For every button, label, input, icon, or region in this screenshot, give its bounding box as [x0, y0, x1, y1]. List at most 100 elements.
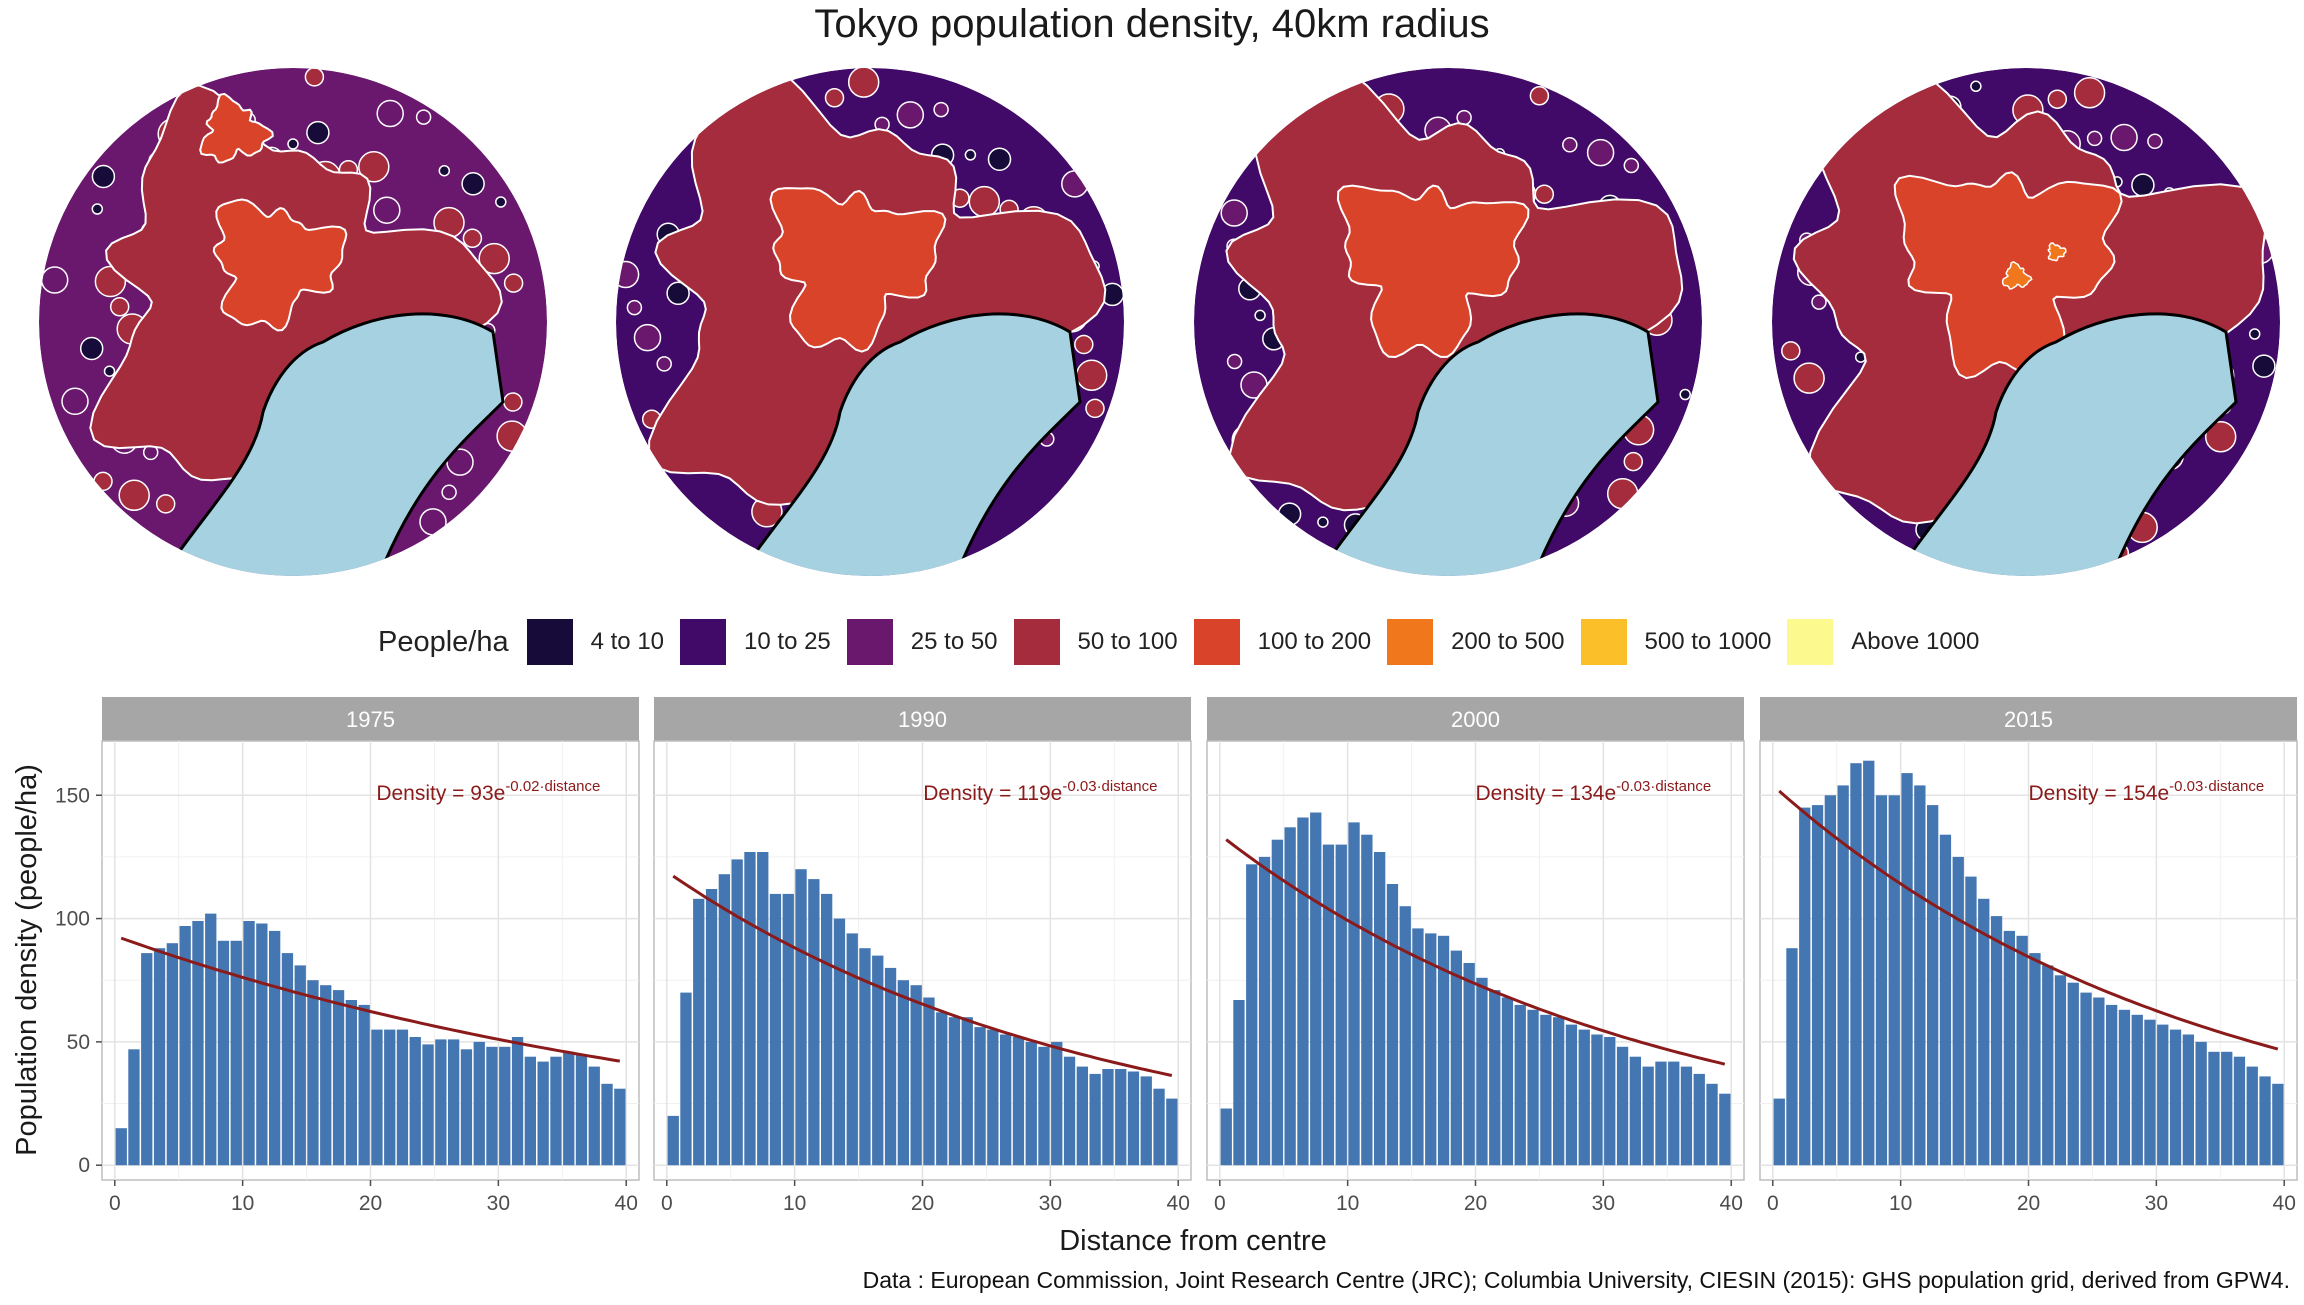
bar — [1374, 852, 1386, 1166]
fit-annotation: Density = 93e-0.02·distance — [376, 778, 600, 805]
map-cell — [824, 88, 845, 108]
legend-item: 25 to 50 — [846, 619, 998, 665]
bar — [2144, 1019, 2156, 1166]
bar — [1246, 864, 1258, 1166]
facet-strip-label: 1990 — [898, 707, 947, 732]
density-map-2015 — [1772, 68, 2280, 576]
bar — [166, 943, 178, 1166]
map-cell — [79, 336, 104, 361]
bar — [1850, 763, 1862, 1166]
bar — [1565, 1024, 1578, 1166]
map-cell — [1085, 398, 1105, 419]
bar — [1038, 1046, 1050, 1166]
bar — [667, 1115, 679, 1166]
bar — [2118, 1009, 2131, 1166]
bar — [2169, 1029, 2182, 1166]
bar — [448, 1039, 460, 1166]
bar — [1875, 795, 1888, 1166]
map-cell — [2147, 133, 2163, 150]
bar — [1386, 884, 1399, 1166]
fit-line — [1225, 838, 1726, 1066]
bar — [718, 874, 730, 1166]
bar — [205, 913, 217, 1166]
bar — [1284, 827, 1296, 1166]
bar — [1888, 795, 1900, 1166]
bar — [769, 893, 782, 1166]
bar — [1076, 1066, 1088, 1166]
bar — [1939, 834, 1952, 1166]
bar — [1012, 1037, 1025, 1166]
legend-item: 200 to 500 — [1387, 619, 1565, 665]
bar — [1927, 805, 1939, 1166]
legend-swatch — [1387, 619, 1434, 665]
legend-items: 4 to 10 10 to 25 25 to 50 50 to 100 100 to 2… — [526, 619, 1996, 665]
bar — [1063, 1056, 1076, 1166]
bar — [974, 1027, 986, 1166]
fit-annotation: Density = 134e-0.03·distance — [1475, 778, 1711, 805]
x-tick-label: 10 — [783, 1192, 806, 1215]
bar — [1425, 933, 1437, 1166]
map-cell — [987, 147, 1012, 171]
legend-swatch — [1193, 619, 1240, 665]
map-cell — [847, 68, 880, 98]
bar — [821, 893, 833, 1166]
map-cell — [287, 138, 299, 150]
bar — [294, 965, 306, 1166]
map-zone-100-200 — [1336, 184, 1530, 359]
map-cell — [415, 109, 432, 125]
map-cell — [1220, 199, 1248, 227]
bar — [936, 1012, 948, 1166]
bar — [1540, 1014, 1552, 1166]
x-tick-label: 30 — [1039, 1192, 1062, 1215]
x-tick-label: 10 — [231, 1192, 254, 1215]
bar — [1799, 807, 1811, 1166]
bar — [884, 967, 897, 1166]
bar — [1591, 1034, 1603, 1166]
map-cell — [2073, 76, 2106, 109]
bar — [910, 985, 922, 1166]
map-cell — [306, 120, 330, 145]
map-zone-100-200 — [199, 92, 274, 164]
bar — [1719, 1093, 1731, 1166]
x-tick-label: 20 — [911, 1192, 934, 1215]
bar — [859, 948, 871, 1166]
y-tick-label: 100 — [55, 908, 90, 931]
map-cell — [2248, 328, 2261, 340]
map-cell — [461, 172, 485, 196]
map-cell — [964, 149, 977, 161]
bar — [2093, 997, 2105, 1166]
density-profile-charts: 1975 Density = 93e-0.02·distance 0 10 20 30 40… — [11, 697, 2298, 1257]
map-cell — [373, 196, 401, 224]
density-maps — [39, 68, 2280, 576]
legend-label: 100 to 200 — [1257, 628, 1372, 655]
x-tick-label: 30 — [1592, 1192, 1615, 1215]
bar — [2272, 1083, 2284, 1166]
map-cell — [2086, 130, 2103, 147]
map-cell — [1074, 334, 1094, 355]
facet-1990: 1990 Density = 119e-0.03·distance 0 10 20 30 4… — [653, 697, 1192, 1215]
bar — [575, 1054, 588, 1166]
bar — [897, 980, 909, 1166]
map-zone-200-500 — [2047, 242, 2067, 262]
legend-label: Above 1000 — [1851, 628, 1980, 655]
map-cell — [1586, 138, 1615, 167]
fit-annotation: Density = 154e-0.03·distance — [2028, 778, 2264, 805]
facet-strip-label: 2000 — [1451, 707, 1500, 732]
fit-line — [120, 936, 621, 1063]
legend-item: 4 to 10 — [526, 619, 664, 665]
legend-label: 500 to 1000 — [1644, 628, 1772, 655]
x-tick-label: 40 — [615, 1192, 638, 1215]
map-cell — [2252, 354, 2276, 378]
map-cell — [1793, 362, 1825, 394]
map-cell — [1075, 359, 1108, 391]
bar — [1901, 773, 1913, 1166]
bar — [230, 940, 242, 1166]
map-cell — [503, 392, 523, 412]
x-tick-label: 0 — [109, 1192, 121, 1215]
x-axis-title: Distance from centre — [1059, 1225, 1327, 1257]
x-tick-label: 10 — [1889, 1192, 1912, 1215]
facet-2015: 2015 Density = 154e-0.03·distance 0 10 20 30 4… — [1759, 697, 2298, 1215]
map-cell — [656, 356, 672, 372]
bar — [1140, 1076, 1152, 1166]
density-map-1990 — [616, 68, 1124, 576]
